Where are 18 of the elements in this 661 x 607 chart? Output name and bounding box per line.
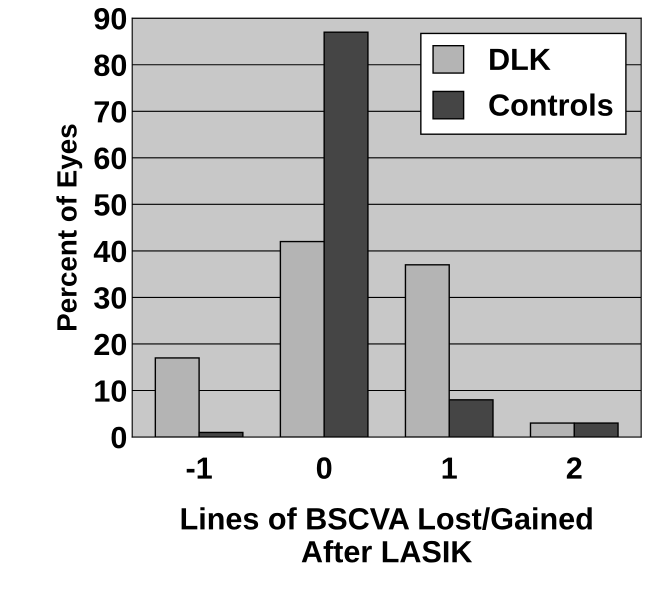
y-tick-label: 30 <box>94 287 126 309</box>
y-tick-label: 50 <box>94 194 126 216</box>
x-tick-label: 0 <box>316 457 332 479</box>
y-tick-label: 0 <box>112 426 126 448</box>
y-tick-label: 70 <box>94 101 126 123</box>
x-tick-label: 1 <box>442 458 457 479</box>
y-tick-label: 10 <box>95 380 126 402</box>
y-tick-label: 40 <box>94 240 126 262</box>
y-tick-label: 60 <box>94 148 126 170</box>
y-tick-label: 80 <box>94 54 126 76</box>
x-tick-label: 2 <box>566 457 582 479</box>
y-tick-label: 20 <box>94 334 126 356</box>
x-tick-label: -1 <box>186 458 212 479</box>
y-tick-label: 90 <box>94 8 126 30</box>
x-axis-title: Lines of BSCVA Lost/Gained After LASIK <box>182 507 592 563</box>
y-axis-title: Percent of Eyes <box>56 124 82 330</box>
legend-label: Controls <box>489 93 612 116</box>
legend-label: DLK <box>490 48 551 70</box>
